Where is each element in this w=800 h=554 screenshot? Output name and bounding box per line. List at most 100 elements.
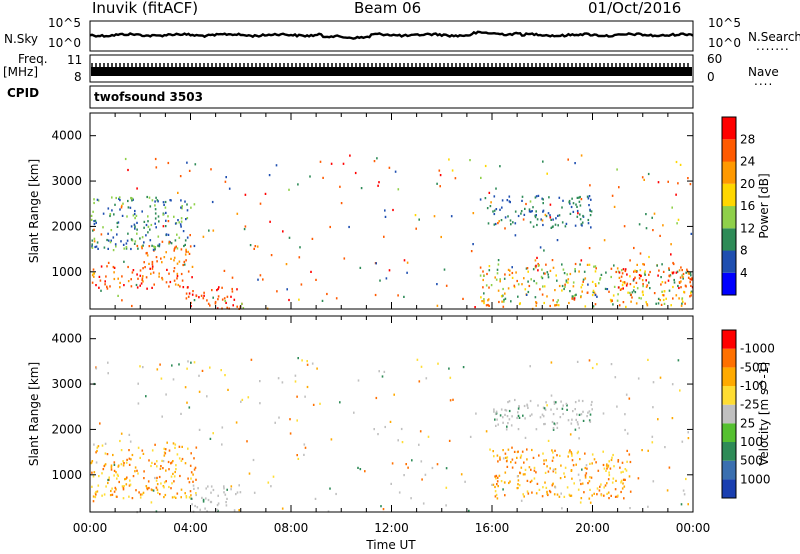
data-cell	[110, 239, 112, 242]
data-cell	[553, 493, 556, 496]
data-cell	[388, 166, 391, 169]
data-cell	[390, 482, 392, 485]
data-cell	[589, 184, 591, 187]
data-cell	[161, 276, 163, 280]
data-cell	[616, 299, 619, 302]
data-cell	[154, 212, 157, 215]
data-cell	[91, 485, 93, 488]
data-cell	[508, 200, 511, 203]
data-cell	[111, 493, 114, 496]
data-cell	[224, 374, 226, 377]
data-cell	[596, 493, 598, 496]
velocity-colorbar-swatch	[722, 423, 736, 442]
data-cell	[179, 474, 181, 478]
data-cell	[479, 274, 482, 277]
data-cell	[647, 505, 649, 508]
data-cell	[103, 246, 106, 249]
data-cell	[662, 294, 665, 297]
data-cell	[201, 496, 203, 499]
data-cell	[625, 393, 628, 396]
data-cell	[507, 287, 510, 290]
data-cell	[270, 254, 273, 257]
data-cell	[644, 270, 646, 273]
data-cell	[689, 295, 691, 298]
data-cell	[626, 273, 628, 276]
data-cell	[158, 245, 161, 248]
data-cell	[626, 432, 629, 435]
data-cell	[588, 480, 591, 483]
data-cell	[568, 199, 571, 203]
data-cell	[542, 452, 544, 455]
data-cell	[142, 267, 144, 270]
data-cell	[586, 467, 588, 470]
data-cell	[128, 484, 131, 487]
data-cell	[648, 281, 650, 284]
data-cell	[586, 263, 589, 266]
data-cell	[311, 362, 314, 365]
data-cell	[403, 474, 405, 477]
data-cell	[531, 491, 533, 494]
data-cell	[438, 169, 441, 172]
data-cell	[207, 302, 210, 305]
data-cell	[608, 290, 610, 293]
data-cell	[579, 218, 582, 221]
data-cell	[581, 221, 584, 224]
data-cell	[165, 219, 167, 222]
data-cell	[107, 478, 109, 482]
data-cell	[502, 305, 505, 308]
data-cell	[216, 289, 218, 292]
data-cell	[506, 425, 508, 428]
data-cell	[550, 408, 552, 411]
data-cell	[91, 239, 94, 242]
data-cell	[493, 209, 496, 212]
data-cell	[495, 474, 498, 477]
data-cell	[384, 209, 386, 212]
data-cell	[576, 209, 579, 213]
data-cell	[551, 459, 554, 462]
data-cell	[552, 456, 555, 459]
data-cell	[93, 201, 95, 205]
data-cell	[239, 491, 242, 494]
data-cell	[641, 176, 644, 179]
data-cell	[170, 242, 173, 245]
data-cell	[115, 245, 117, 248]
data-cell	[99, 422, 101, 425]
data-cell	[572, 281, 575, 284]
data-cell	[282, 230, 284, 233]
data-cell	[155, 166, 158, 169]
data-cell	[632, 279, 635, 282]
data-cell	[574, 262, 577, 266]
nave-axis-top: 60	[707, 52, 723, 66]
data-cell	[143, 220, 146, 223]
data-cell	[209, 437, 212, 440]
data-cell	[522, 414, 524, 417]
data-cell	[640, 274, 642, 278]
data-cell	[164, 493, 167, 497]
data-cell	[129, 440, 132, 443]
data-cell	[589, 476, 591, 479]
power-colorbar-swatch	[722, 161, 736, 184]
data-cell	[595, 461, 597, 464]
data-cell	[114, 243, 117, 246]
data-cell	[119, 281, 121, 284]
cpid-text: twofsound 3503	[94, 90, 203, 104]
data-cell	[184, 386, 187, 389]
data-cell	[610, 300, 612, 303]
velocity-colorbar-swatch	[722, 348, 736, 368]
data-cell	[618, 304, 621, 307]
data-cell	[588, 195, 591, 198]
data-cell	[95, 284, 97, 287]
data-cell	[619, 288, 622, 291]
data-cell	[146, 195, 148, 199]
data-cell	[150, 272, 152, 275]
data-cell	[375, 396, 378, 400]
data-cell	[110, 229, 113, 232]
data-cell	[276, 290, 278, 293]
data-cell	[406, 261, 409, 264]
power-colorbar-swatch	[722, 183, 736, 207]
data-cell	[288, 188, 290, 191]
data-cell	[544, 422, 546, 426]
data-cell	[582, 280, 584, 283]
data-cell	[664, 281, 667, 284]
data-cell	[570, 452, 573, 455]
